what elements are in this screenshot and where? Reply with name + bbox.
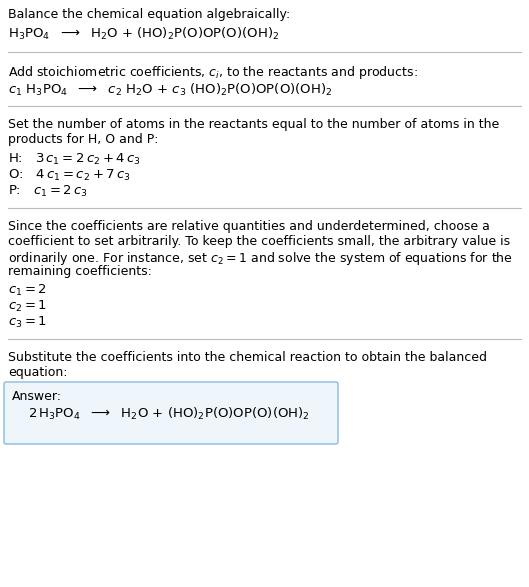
Text: $c_3 = 1$: $c_3 = 1$ [8, 315, 47, 330]
Text: $\mathregular{H_3PO_4}$  $\longrightarrow$  $\mathregular{H_2O}$ + $\mathregular: $\mathregular{H_3PO_4}$ $\longrightarrow… [8, 26, 279, 42]
Text: $c_2 = 1$: $c_2 = 1$ [8, 299, 47, 314]
Text: remaining coefficients:: remaining coefficients: [8, 265, 152, 278]
FancyBboxPatch shape [4, 382, 338, 444]
Text: Add stoichiometric coefficients, $c_i$, to the reactants and products:: Add stoichiometric coefficients, $c_i$, … [8, 64, 418, 81]
Text: Answer:: Answer: [12, 390, 62, 403]
Text: coefficient to set arbitrarily. To keep the coefficients small, the arbitrary va: coefficient to set arbitrarily. To keep … [8, 235, 510, 248]
Text: O:   $4\,c_1 = c_2 + 7\,c_3$: O: $4\,c_1 = c_2 + 7\,c_3$ [8, 168, 131, 183]
Text: $c_1$ $\mathregular{H_3PO_4}$  $\longrightarrow$  $c_2$ $\mathregular{H_2O}$ + $: $c_1$ $\mathregular{H_3PO_4}$ $\longrigh… [8, 82, 333, 98]
Text: $2\,\mathregular{H_3PO_4}$  $\longrightarrow$  $\mathregular{H_2O}$ + $\mathregu: $2\,\mathregular{H_3PO_4}$ $\longrightar… [28, 406, 310, 422]
Text: equation:: equation: [8, 366, 68, 379]
Text: products for H, O and P:: products for H, O and P: [8, 133, 159, 146]
Text: ordinarily one. For instance, set $c_2 = 1$ and solve the system of equations fo: ordinarily one. For instance, set $c_2 =… [8, 250, 513, 267]
Text: $c_1 = 2$: $c_1 = 2$ [8, 283, 47, 298]
Text: H:   $3\,c_1 = 2\,c_2 + 4\,c_3$: H: $3\,c_1 = 2\,c_2 + 4\,c_3$ [8, 152, 141, 167]
Text: Set the number of atoms in the reactants equal to the number of atoms in the: Set the number of atoms in the reactants… [8, 118, 499, 131]
Text: P:   $c_1 = 2\,c_3$: P: $c_1 = 2\,c_3$ [8, 184, 88, 199]
Text: Since the coefficients are relative quantities and underdetermined, choose a: Since the coefficients are relative quan… [8, 220, 490, 233]
Text: Substitute the coefficients into the chemical reaction to obtain the balanced: Substitute the coefficients into the che… [8, 351, 487, 364]
Text: Balance the chemical equation algebraically:: Balance the chemical equation algebraica… [8, 8, 290, 21]
